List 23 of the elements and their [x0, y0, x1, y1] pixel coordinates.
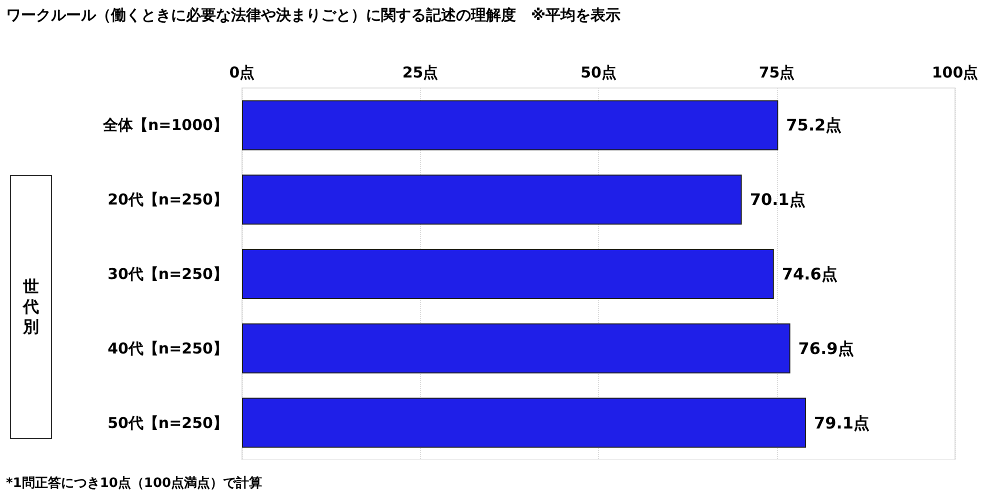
y-tick-label: 全体【n=1000】 [102, 116, 228, 134]
x-tick-label: 25点 [402, 64, 438, 82]
bar [242, 323, 790, 374]
y-tick-label: 20代【n=250】 [108, 190, 228, 209]
bar [242, 398, 806, 448]
group-bracket: 世代別 [10, 175, 52, 439]
data-label: 74.6点 [782, 264, 838, 284]
data-label: 75.2点 [786, 116, 842, 135]
y-tick-label: 50代【n=250】 [108, 414, 228, 432]
data-label: 79.1点 [814, 413, 870, 432]
y-tick-label: 40代【n=250】 [108, 339, 228, 358]
y-tick-label: 30代【n=250】 [108, 265, 228, 283]
x-tick-label: 0点 [229, 64, 255, 82]
bar [242, 249, 774, 299]
x-tick-label: 50点 [580, 64, 616, 82]
bar [242, 174, 742, 225]
chart-title: ワークルール（働くときに必要な法律や決まりごと）に関する記述の理解度 ※平均を表示 [6, 6, 621, 25]
data-label: 76.9点 [798, 338, 854, 358]
data-label: 70.1点 [750, 190, 806, 210]
x-tick-label: 75点 [758, 64, 795, 82]
bar [242, 100, 778, 150]
x-tick-label: 100点 [932, 64, 978, 82]
text: *1問正答につき10点（100点満点）で計算 [6, 474, 262, 492]
